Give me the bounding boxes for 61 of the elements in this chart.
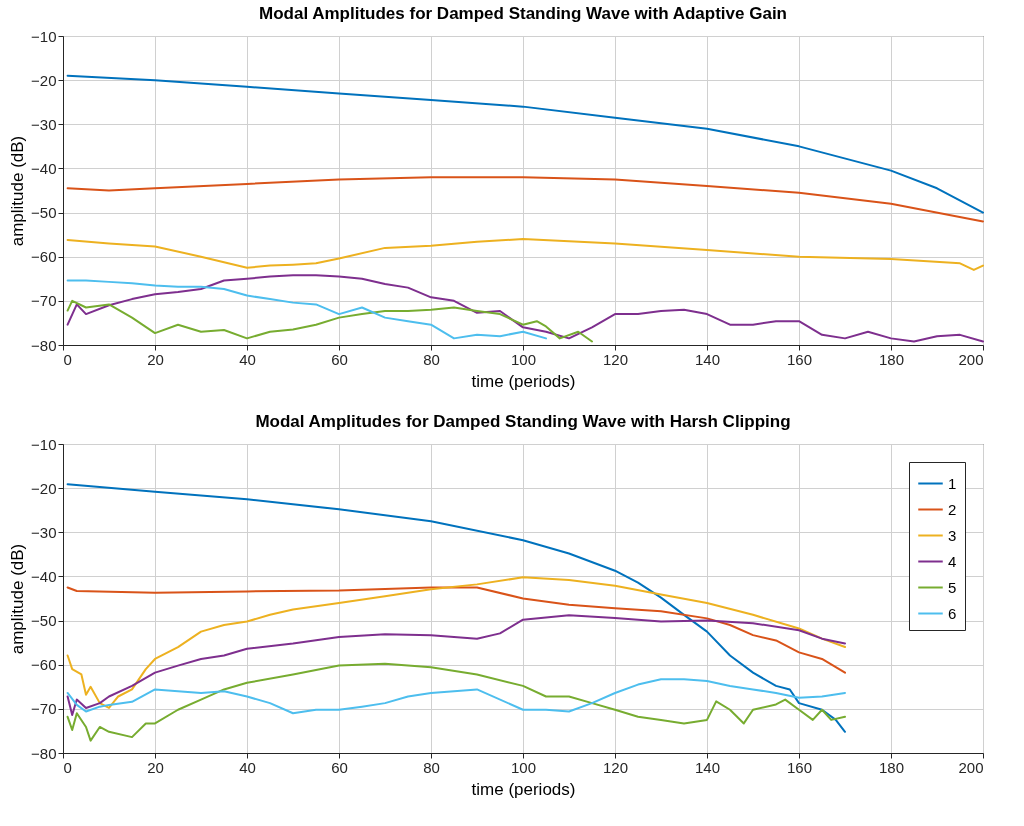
x-tick-label: 180	[878, 350, 905, 368]
y-tick-label: −70	[31, 292, 57, 310]
line-series	[66, 483, 846, 733]
y-tick-label: −70	[31, 700, 57, 718]
y-tick-label: −10	[31, 27, 57, 45]
line-series	[66, 74, 984, 214]
x-axis-title: time (periods)	[471, 371, 576, 391]
chart-title: Modal Amplitudes for Damped Standing Wave with Adaptive Gain	[259, 4, 787, 23]
line-series	[66, 678, 846, 715]
x-tick-label: 80	[423, 350, 440, 368]
x-axis-title: time (periods)	[471, 779, 576, 799]
y-tick-label: −30	[31, 115, 57, 133]
x-tick-label: 160	[786, 758, 813, 776]
x-tick-label: 0	[63, 350, 72, 368]
x-tick-label: 180	[878, 758, 905, 776]
line-series	[66, 614, 846, 717]
x-tick-label: 60	[331, 350, 348, 368]
x-tick-label: 40	[239, 350, 256, 368]
x-tick-label: 160	[786, 350, 813, 368]
line-series	[66, 238, 984, 271]
y-axis-title: amplitude (dB)	[8, 135, 28, 247]
y-tick-label: −20	[31, 71, 57, 89]
line-series	[66, 279, 547, 340]
x-tick-label: 100	[510, 350, 537, 368]
x-tick-label: 0	[63, 758, 72, 776]
x-tick-label: 100	[510, 758, 537, 776]
line-series	[66, 586, 846, 674]
legend-label: 2	[948, 500, 957, 518]
legend-label: 4	[948, 552, 957, 570]
x-tick-label: 200	[958, 350, 984, 368]
x-tick-label: 120	[602, 350, 629, 368]
y-axis-title: amplitude (dB)	[8, 543, 28, 655]
x-tick-label: 140	[694, 758, 721, 776]
legend-label: 5	[948, 578, 957, 596]
x-tick-label: 60	[331, 758, 348, 776]
y-tick-label: −50	[31, 612, 57, 630]
x-tick-label: 120	[602, 758, 629, 776]
legend-label: 1	[948, 474, 957, 492]
y-tick-label: −80	[31, 336, 57, 354]
y-tick-label: −80	[31, 744, 57, 762]
chart-title: Modal Amplitudes for Damped Standing Wave with Harsh Clipping	[255, 412, 791, 431]
y-tick-label: −60	[31, 656, 57, 674]
x-tick-label: 20	[147, 758, 164, 776]
legend-label: 3	[948, 526, 957, 544]
line-series	[66, 662, 846, 742]
x-tick-label: 140	[694, 350, 721, 368]
line-series	[66, 299, 593, 343]
y-tick-label: −50	[31, 204, 57, 222]
x-tick-label: 20	[147, 350, 164, 368]
line-series	[66, 176, 984, 223]
line-series	[66, 576, 846, 709]
y-tick-label: −40	[31, 159, 57, 177]
y-tick-label: −30	[31, 523, 57, 541]
x-tick-label: 40	[239, 758, 256, 776]
legend-label: 6	[948, 604, 957, 622]
x-tick-label: 80	[423, 758, 440, 776]
y-tick-label: −20	[31, 479, 57, 497]
y-tick-label: −10	[31, 435, 57, 453]
y-tick-label: −60	[31, 248, 57, 266]
y-tick-label: −40	[31, 567, 57, 585]
x-tick-label: 200	[958, 758, 984, 776]
